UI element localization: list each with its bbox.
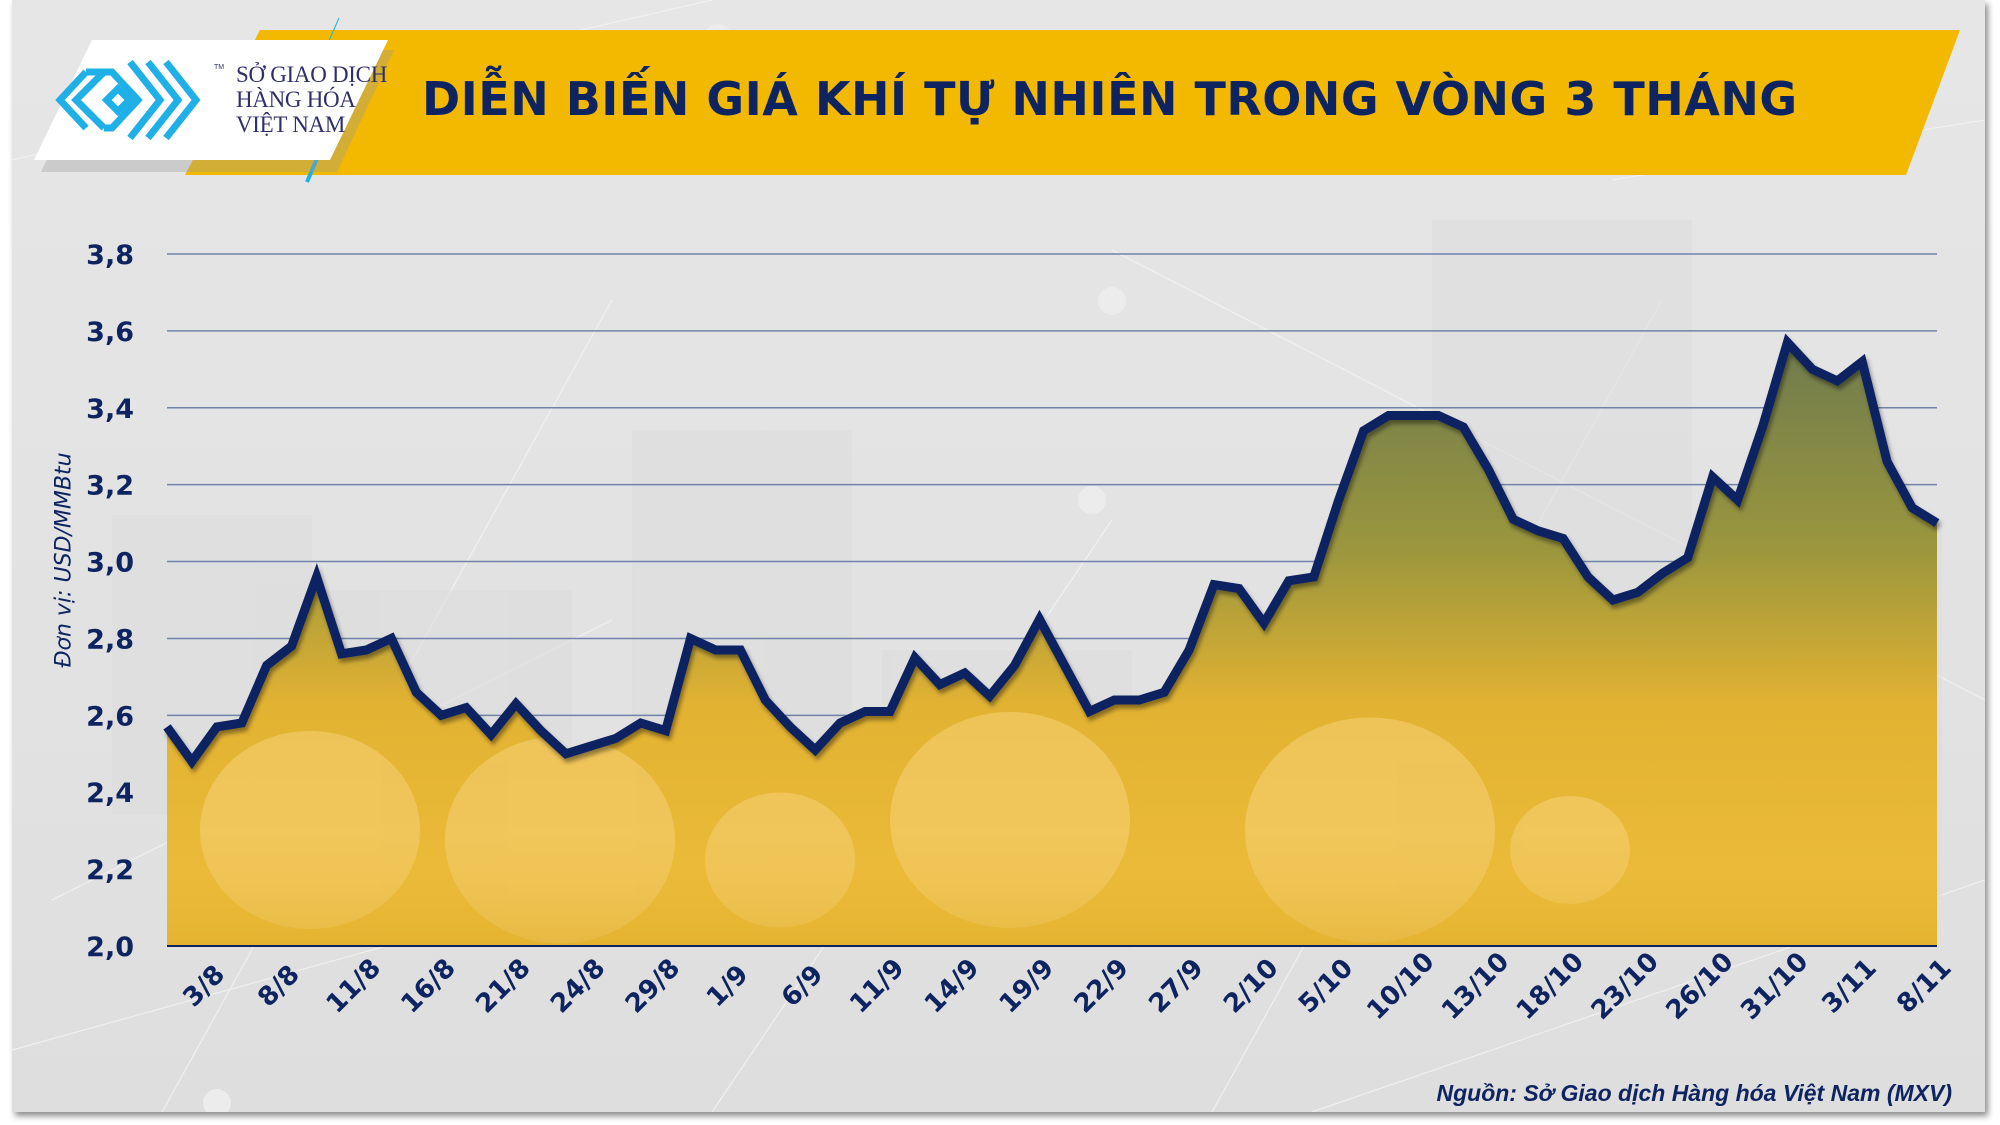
- x-tick-label: 3/8: [178, 960, 232, 1014]
- trademark-mark: TM: [214, 64, 225, 71]
- x-tick-label: 16/8: [395, 953, 461, 1019]
- source-note: Nguồn: Sở Giao dịch Hàng hóa Việt Nam (M…: [1436, 1080, 1952, 1106]
- x-tick-label: 2/10: [1218, 953, 1284, 1019]
- x-tick-label: 6/9: [776, 960, 830, 1014]
- y-tick-label: 2,2: [86, 855, 134, 886]
- x-tick-label: 10/10: [1361, 947, 1440, 1026]
- x-tick-label: 11/8: [321, 953, 387, 1019]
- y-tick-label: 3,4: [86, 394, 134, 425]
- y-tick-label: 2,0: [86, 932, 134, 963]
- x-tick-label: 26/10: [1660, 947, 1739, 1026]
- price-line: [163, 333, 1940, 770]
- x-tick-label: 11/9: [844, 953, 910, 1019]
- y-tick-label: 3,6: [86, 317, 134, 348]
- x-tick-label: 8/11: [1891, 953, 1957, 1019]
- x-axis-ticks: 3/8 8/8 11/8 16/8 21/8 24/8 29/8 1/9 6/9 11/9 14/9…: [178, 947, 1958, 1026]
- x-tick-label: 21/8: [470, 953, 536, 1019]
- x-tick-label: 1/9: [701, 960, 755, 1014]
- x-tick-label: 19/9: [994, 953, 1060, 1019]
- y-tick-label: 3,2: [86, 471, 134, 502]
- logo-line-2: HÀNG HÓA: [236, 87, 356, 112]
- logo-line-3: VIỆT NAM: [236, 112, 345, 137]
- infographic-card: TM SỞ GIAO DỊCH HÀNG HÓA VIỆT NAM DIỄN B…: [12, 0, 1985, 1112]
- y-tick-label: 2,4: [86, 778, 134, 809]
- x-tick-label: 3/11: [1816, 953, 1882, 1019]
- header-banner: [34, 17, 1960, 183]
- x-tick-label: 14/9: [919, 953, 985, 1019]
- area-ground-shade: [167, 826, 1937, 946]
- y-tick-label: 2,6: [86, 701, 134, 732]
- x-tick-label: 27/9: [1143, 953, 1209, 1019]
- x-tick-label: 24/8: [545, 953, 611, 1019]
- x-tick-label: 31/10: [1735, 947, 1814, 1026]
- y-tick-label: 2,8: [86, 624, 134, 655]
- x-tick-label: 23/10: [1586, 947, 1665, 1026]
- logo-line-1: SỞ GIAO DỊCH: [236, 62, 388, 87]
- y-axis-ticks: 2,0 2,2 2,4 2,6 2,8 3,0 3,2 3,4 3,6 3,8: [86, 240, 134, 963]
- x-tick-label: 18/10: [1511, 947, 1590, 1026]
- logo-panel: [34, 40, 388, 160]
- x-tick-label: 5/10: [1293, 953, 1359, 1019]
- y-tick-label: 3,8: [86, 240, 134, 271]
- logo-text: SỞ GIAO DỊCH HÀNG HÓA VIỆT NAM: [236, 62, 387, 137]
- mxv-logo-icon: [55, 59, 201, 141]
- title-banner-shape: [185, 30, 1960, 175]
- chart-title: DIỄN BIẾN GIÁ KHÍ TỰ NHIÊN TRONG VÒNG 3 …: [422, 72, 1798, 126]
- y-tick-label: 3,0: [86, 548, 134, 579]
- x-tick-label: 29/8: [620, 953, 686, 1019]
- price-chart: 2,0 2,2 2,4 2,6 2,8 3,0 3,2 3,4 3,6 3,8 3/8 8/8 11/…: [86, 240, 1958, 1026]
- x-tick-label: 13/10: [1436, 947, 1515, 1026]
- x-tick-label: 8/8: [252, 960, 306, 1014]
- x-tick-label: 22/9: [1069, 953, 1135, 1019]
